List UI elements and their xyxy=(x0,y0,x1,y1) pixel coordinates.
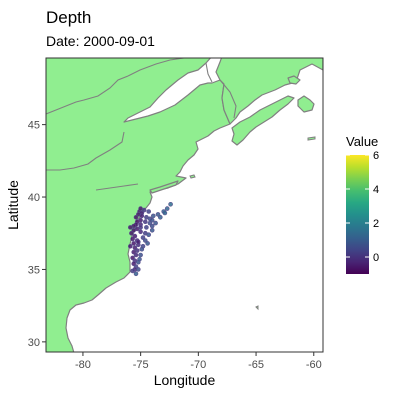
x-tick-label: -70 xyxy=(190,359,206,371)
data-point-39 xyxy=(130,255,135,261)
data-point-9 xyxy=(155,212,161,217)
data-point-51 xyxy=(146,232,151,237)
data-point-38 xyxy=(139,246,145,252)
legend-colorbar xyxy=(346,155,369,274)
data-point-58 xyxy=(133,215,139,220)
y-tick-label: 35 xyxy=(28,264,40,276)
y-tick-label: 40 xyxy=(28,192,40,204)
data-point-60 xyxy=(128,244,133,249)
legend-title: Value xyxy=(346,134,378,149)
data-point-48 xyxy=(133,271,139,277)
border-quebec-maine xyxy=(205,62,213,83)
data-point-13 xyxy=(146,209,151,214)
data-point-36 xyxy=(133,252,139,258)
data-point-56 xyxy=(158,215,163,220)
land-bermuda xyxy=(255,305,259,311)
map-subtitle: Date: 2000-09-01 xyxy=(46,33,155,49)
land-prince-edward-island xyxy=(287,75,301,85)
border-maine-nb xyxy=(219,79,237,119)
data-point-62 xyxy=(136,239,141,245)
data-point-63 xyxy=(149,228,155,233)
land-sable-island xyxy=(307,136,316,141)
data-point-47 xyxy=(130,268,135,274)
data-point-57 xyxy=(162,210,168,216)
axes: -80 -75 -70 -65 -60 30 35 40 45 Longitude Latitude xyxy=(5,120,322,388)
border-lake-erie xyxy=(46,131,125,171)
x-tick-label: -60 xyxy=(306,359,322,371)
land-mainland xyxy=(46,58,231,352)
data-points xyxy=(128,202,173,277)
border-pa-ny xyxy=(95,183,139,191)
data-point-37 xyxy=(138,252,143,258)
data-point-12 xyxy=(168,202,173,207)
legend: Value 0 2 4 6 xyxy=(346,134,379,274)
data-point-33 xyxy=(132,245,138,250)
data-point-50 xyxy=(129,230,134,236)
data-point-42 xyxy=(131,261,136,267)
data-point-8 xyxy=(151,213,156,219)
data-point-44 xyxy=(137,256,142,262)
y-axis-title: Latitude xyxy=(5,180,21,230)
data-point-35 xyxy=(131,249,136,255)
legend-tick-label: 0 xyxy=(373,252,379,264)
map-title: Depth xyxy=(46,8,92,27)
y-tick-label: 30 xyxy=(28,337,40,349)
data-point-26 xyxy=(140,235,146,240)
legend-tick-label: 6 xyxy=(373,150,379,162)
data-point-55 xyxy=(147,220,153,226)
data-point-4 xyxy=(139,213,145,219)
data-point-61 xyxy=(128,225,133,230)
data-point-19 xyxy=(144,225,149,230)
y-tick-label: 45 xyxy=(28,120,40,132)
legend-tick-label: 4 xyxy=(373,184,379,196)
x-tick-label: -75 xyxy=(133,359,149,371)
data-point-59 xyxy=(138,206,143,211)
land-nova-scotia xyxy=(231,95,295,146)
data-point-30 xyxy=(131,241,136,246)
map-panel-border xyxy=(45,57,324,353)
data-point-11 xyxy=(164,206,170,211)
x-axis-title: Longitude xyxy=(154,372,216,388)
legend-tick-label: 2 xyxy=(373,218,379,230)
data-point-28 xyxy=(130,236,135,242)
x-tick-label: -80 xyxy=(75,359,91,371)
data-point-27 xyxy=(132,233,138,239)
land-cape-breton xyxy=(297,95,315,113)
data-point-53 xyxy=(145,241,150,246)
admin-borders xyxy=(46,58,237,191)
border-great-lakes-south xyxy=(46,75,129,115)
data-point-46 xyxy=(136,267,141,272)
data-point-54 xyxy=(138,225,143,230)
x-tick-label: -65 xyxy=(248,359,264,371)
data-point-21 xyxy=(153,220,158,226)
land-islands-massachusetts xyxy=(189,174,196,179)
land-long-island xyxy=(149,180,179,194)
data-point-20 xyxy=(149,223,155,229)
border-ontario-ny xyxy=(127,58,185,77)
map-panel xyxy=(46,58,323,352)
data-point-14 xyxy=(143,219,148,224)
data-point-52 xyxy=(143,238,148,243)
data-point-24 xyxy=(138,229,143,235)
data-point-7 xyxy=(149,217,155,223)
